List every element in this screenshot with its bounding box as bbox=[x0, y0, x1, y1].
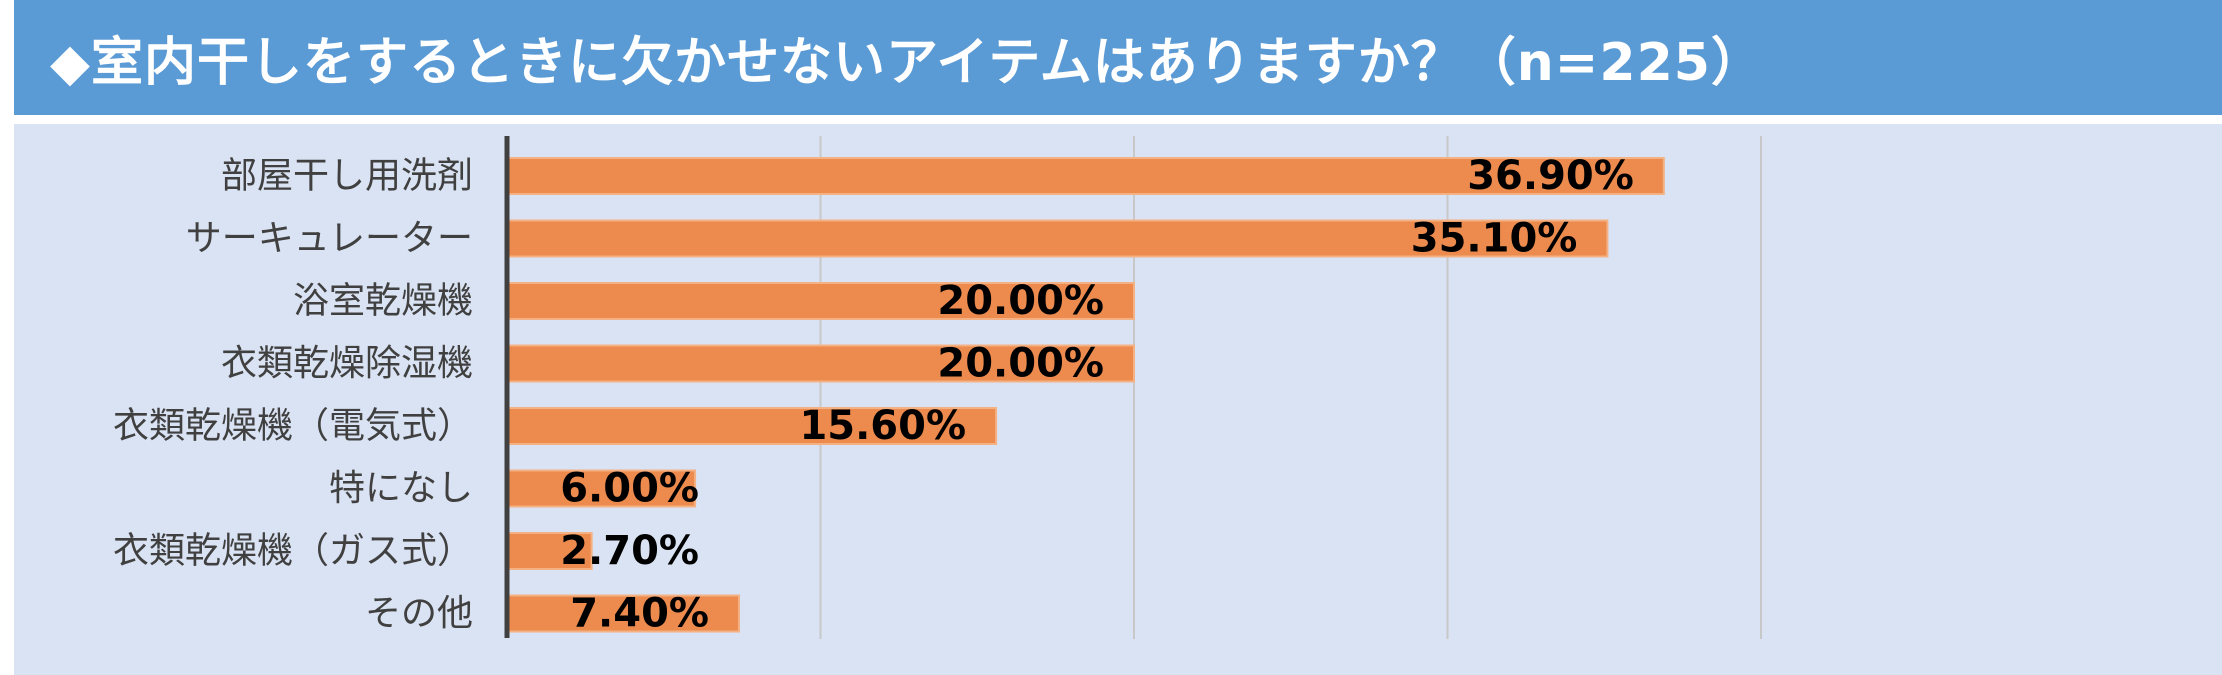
value-labels: 36.90% 35.10% 20.00% 20.00% 15.60% 6.00% 2.70%… bbox=[560, 153, 1634, 637]
data-label: 36.90% bbox=[1467, 153, 1634, 199]
bar bbox=[506, 532, 593, 570]
category-label: 特になし bbox=[329, 468, 473, 509]
category-label: 衣類乾燥機（ガス式） bbox=[113, 531, 473, 572]
category-label: 浴室乾燥機 bbox=[293, 281, 473, 322]
data-label: 15.60% bbox=[799, 403, 966, 449]
category-label: その他 bbox=[365, 593, 473, 634]
bar bbox=[506, 219, 1609, 258]
data-label: 35.10% bbox=[1411, 216, 1578, 262]
title-bar: ◆室内干しをするときに欠かせないアイテムはありますか？（n=225） bbox=[14, 0, 2222, 115]
data-label: 2.70% bbox=[560, 528, 699, 574]
gridlines bbox=[819, 136, 1762, 639]
data-label: 7.40% bbox=[570, 591, 709, 637]
data-label: 20.00% bbox=[937, 278, 1104, 324]
category-label: 部屋干し用洗剤 bbox=[221, 156, 473, 197]
bar bbox=[506, 282, 1135, 320]
bar bbox=[506, 594, 740, 633]
category-label: 衣類乾燥機（電気式） bbox=[113, 406, 473, 447]
category-label: サーキュレーター bbox=[186, 218, 473, 259]
chart-title: ◆室内干しをするときに欠かせないアイテムはありますか？（n=225） bbox=[50, 33, 1764, 93]
data-label: 20.00% bbox=[937, 341, 1104, 387]
bar bbox=[506, 157, 1665, 195]
category-label: 衣類乾燥除湿機 bbox=[221, 343, 473, 384]
plot-area: 部屋干し用洗剤サーキュレーター浴室乾燥機衣類乾燥除湿機衣類乾燥機（電気式） 特にな… bbox=[14, 124, 2222, 675]
bars bbox=[506, 157, 1665, 633]
data-label: 6.00% bbox=[560, 466, 699, 512]
